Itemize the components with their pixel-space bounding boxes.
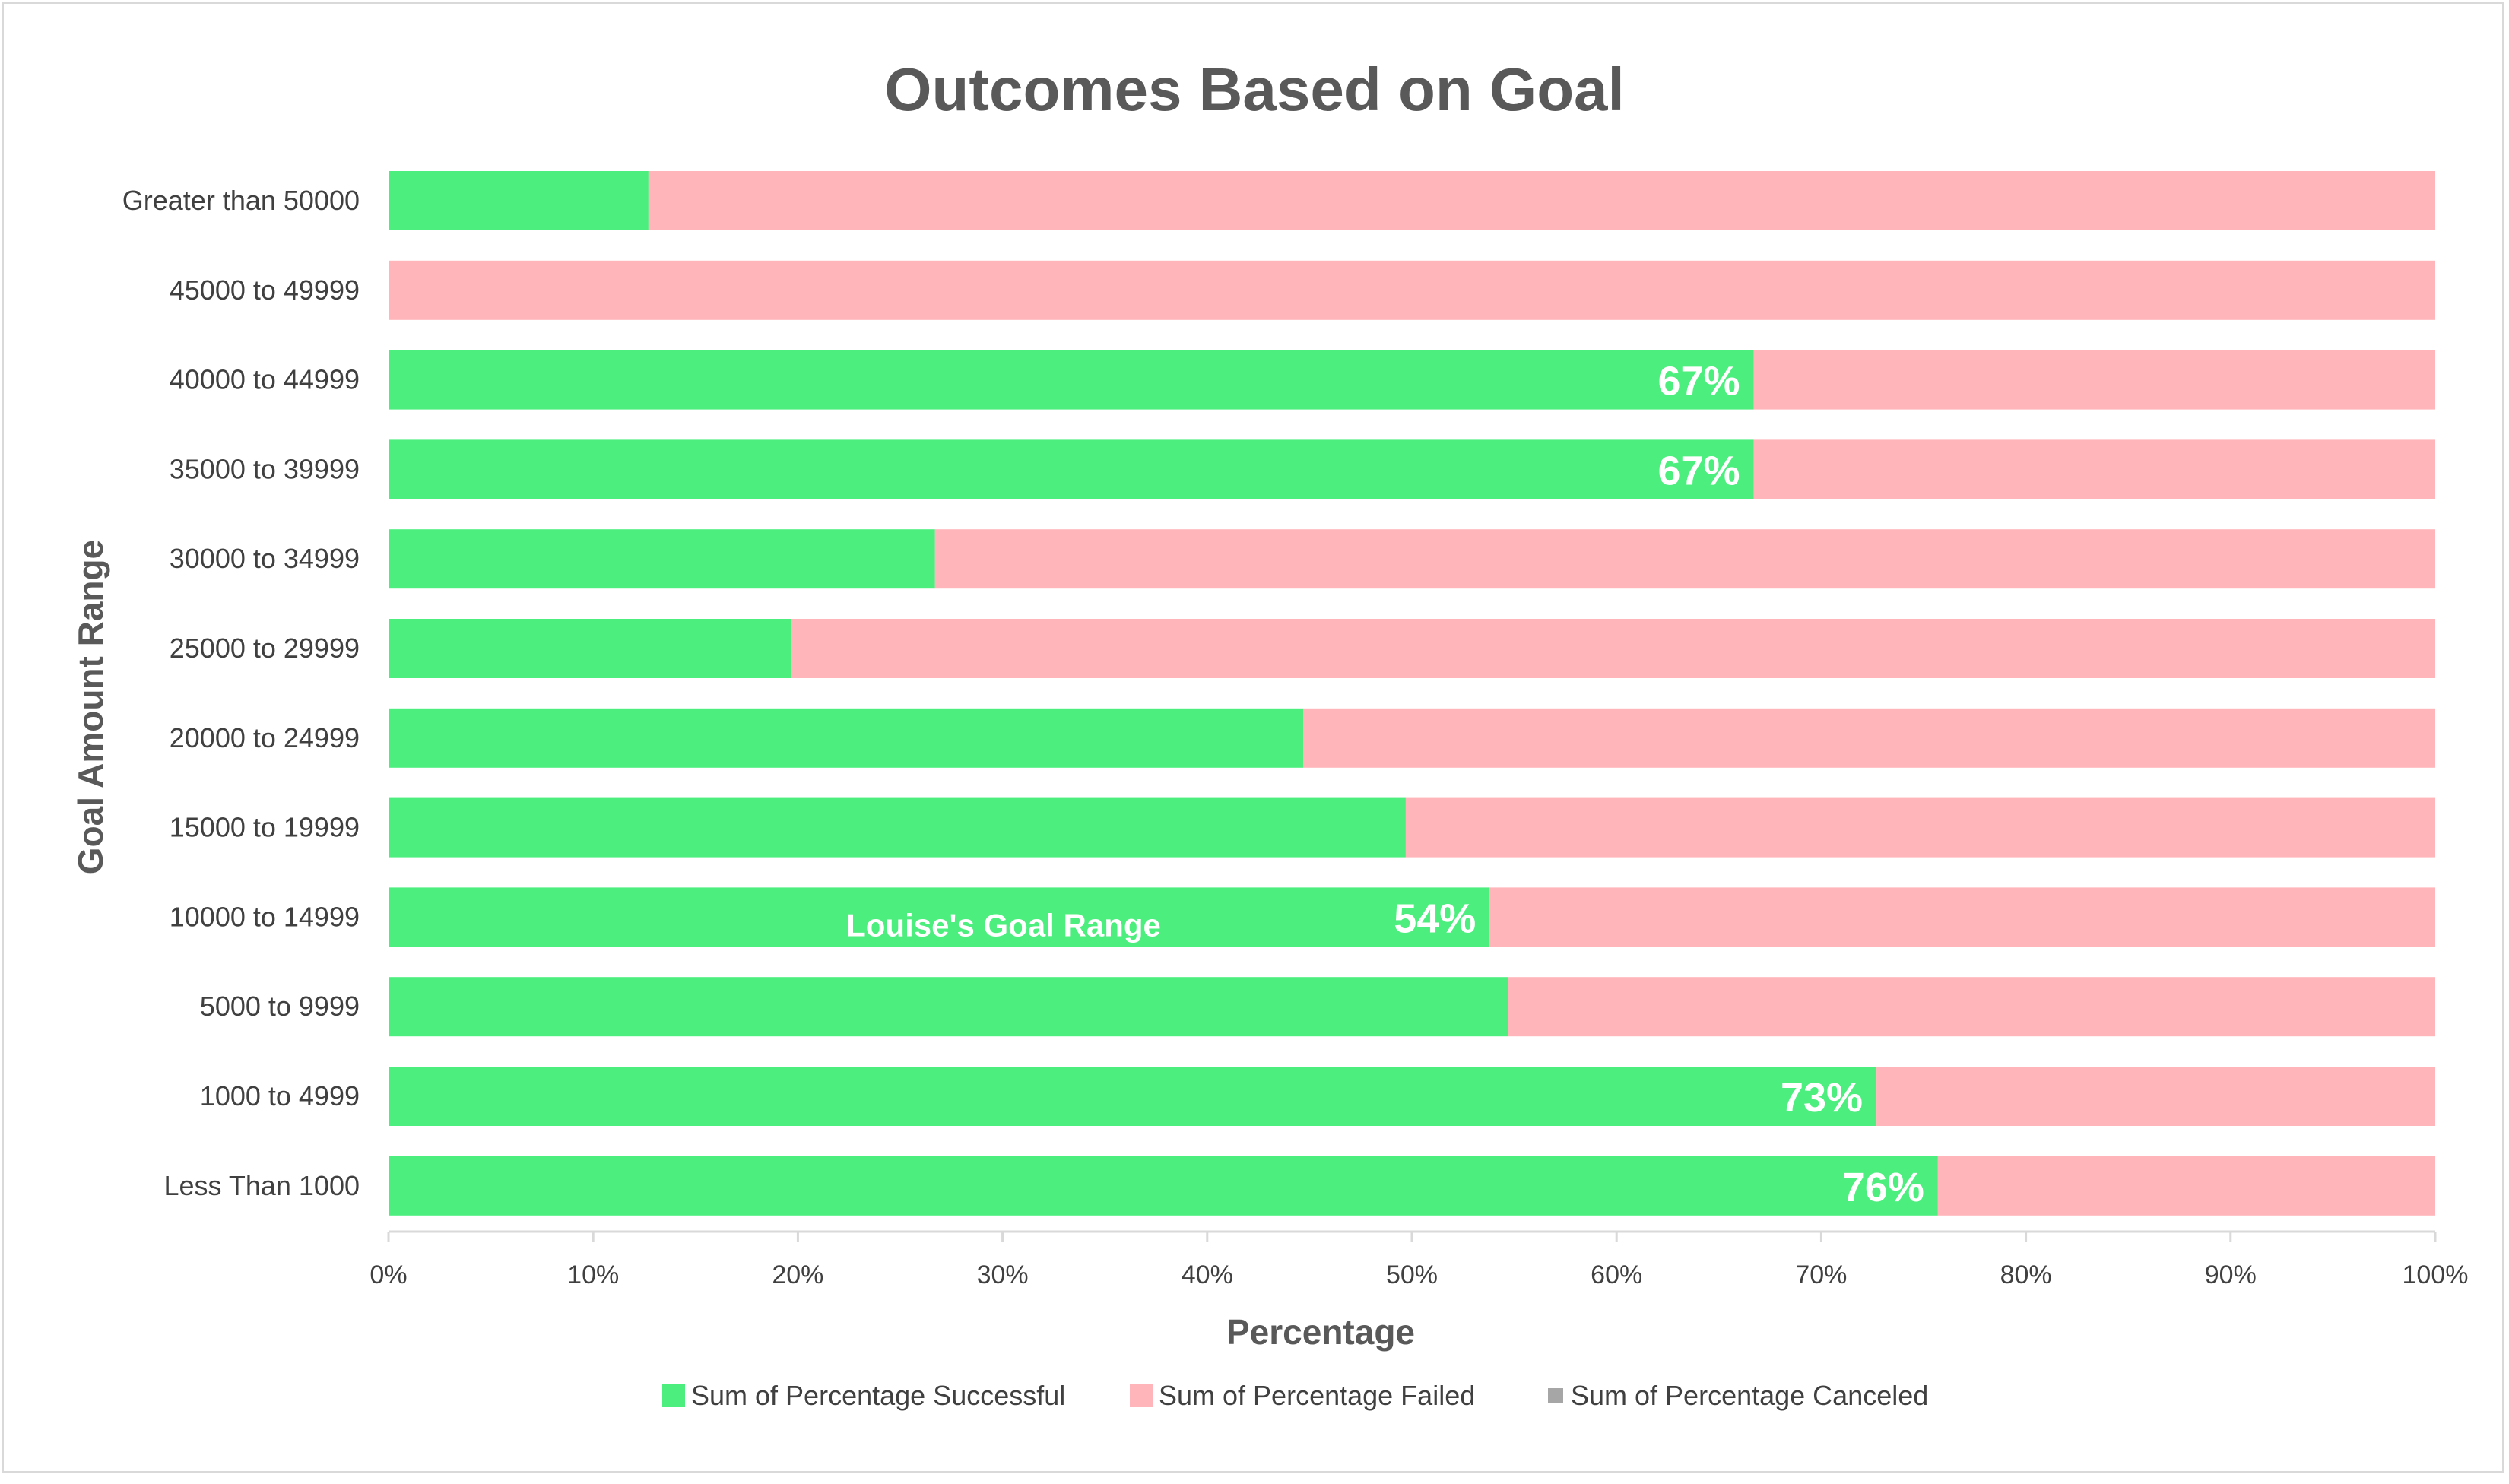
data-labels: 67% 67% 54% 73% 76% Louise's Goal Range xyxy=(846,359,1924,1210)
legend: Sum of Percentage Successful Sum of Perce… xyxy=(662,1380,1928,1411)
category-label: 45000 to 49999 xyxy=(170,274,360,306)
goal-range-annotation: Louise's Goal Range xyxy=(846,907,1161,943)
category-label: Greater than 50000 xyxy=(122,185,360,216)
bars-layer xyxy=(389,171,2435,1216)
data-label: 73% xyxy=(1781,1075,1863,1121)
category-label: Less Than 1000 xyxy=(163,1170,360,1201)
category-label: 35000 to 39999 xyxy=(170,453,360,484)
bar-failed-7 xyxy=(1405,797,2435,858)
bar-successful-10 xyxy=(389,1067,1877,1126)
bar-successful-8 xyxy=(389,887,1490,947)
chart-title: Outcomes Based on Goal xyxy=(884,55,1625,123)
x-tick-label: 90% xyxy=(2205,1260,2257,1289)
category-label: 40000 to 44999 xyxy=(170,364,360,395)
category-labels: Greater than 50000 45000 to 49999 40000 to… xyxy=(122,185,360,1201)
x-tick-label: 0% xyxy=(370,1260,407,1289)
x-axis-title: Percentage xyxy=(1226,1312,1415,1352)
legend-label: Sum of Percentage Successful xyxy=(691,1380,1065,1411)
bar-successful-4 xyxy=(389,529,935,589)
category-label: 15000 to 19999 xyxy=(170,812,360,843)
bar-failed-6 xyxy=(1303,708,2435,768)
x-tick-label: 80% xyxy=(2000,1260,2052,1289)
bar-failed-4 xyxy=(934,529,2435,589)
category-label: 25000 to 29999 xyxy=(170,633,360,664)
x-tick-label: 50% xyxy=(1386,1260,1438,1289)
legend-swatch xyxy=(1130,1384,1153,1407)
legend-label: Sum of Percentage Canceled xyxy=(1571,1380,1928,1411)
x-axis: 0% 10% 20% 30% 40% 50% 60% 70% 80% 90% 100% xyxy=(370,1230,2469,1289)
x-tick-label: 40% xyxy=(1182,1260,1233,1289)
legend-swatch xyxy=(662,1384,685,1407)
bar-failed-10 xyxy=(1876,1067,2435,1126)
category-label: 30000 to 34999 xyxy=(170,543,360,574)
bar-successful-9 xyxy=(389,977,1508,1037)
bar-successful-11 xyxy=(389,1156,1938,1216)
y-axis-title: Goal Amount Range xyxy=(71,540,110,874)
legend-label: Sum of Percentage Failed xyxy=(1159,1380,1475,1411)
bar-failed-1 xyxy=(389,260,2435,320)
bar-successful-5 xyxy=(389,619,792,678)
bar-failed-0 xyxy=(648,171,2435,230)
bar-successful-2 xyxy=(389,350,1754,410)
x-tick-label: 10% xyxy=(567,1260,619,1289)
bar-successful-0 xyxy=(389,171,649,230)
bar-failed-5 xyxy=(791,619,2435,678)
bar-successful-3 xyxy=(389,439,1754,499)
category-label: 1000 to 4999 xyxy=(200,1080,360,1111)
bar-successful-6 xyxy=(389,708,1304,768)
x-tick-label: 60% xyxy=(1591,1260,1642,1289)
data-label: 67% xyxy=(1657,448,1740,493)
bar-successful-7 xyxy=(389,797,1406,858)
bar-failed-9 xyxy=(1508,977,2435,1037)
bar-failed-2 xyxy=(1753,350,2435,410)
bar-failed-8 xyxy=(1489,887,2435,947)
bar-failed-3 xyxy=(1753,439,2435,499)
data-label: 67% xyxy=(1657,359,1740,404)
bar-failed-11 xyxy=(1937,1156,2435,1216)
x-tick-label: 100% xyxy=(2403,1260,2469,1289)
legend-swatch xyxy=(1548,1388,1563,1403)
data-label: 54% xyxy=(1394,896,1476,941)
category-label: 10000 to 14999 xyxy=(170,901,360,932)
category-label: 20000 to 24999 xyxy=(170,722,360,753)
x-tick-label: 70% xyxy=(1795,1260,1847,1289)
category-label: 5000 to 9999 xyxy=(200,991,360,1022)
data-label: 76% xyxy=(1842,1165,1924,1210)
x-tick-label: 20% xyxy=(772,1260,823,1289)
x-tick-label: 30% xyxy=(977,1260,1029,1289)
